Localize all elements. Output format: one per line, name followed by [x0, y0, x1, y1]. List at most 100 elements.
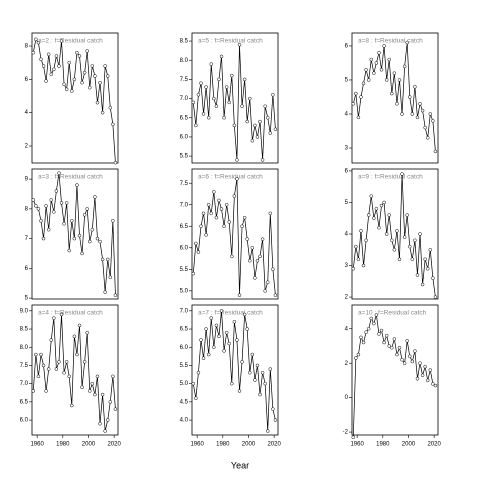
data-point — [402, 361, 407, 365]
data-point — [379, 328, 384, 333]
data-point — [351, 266, 356, 271]
panel: 5.0 5.5 6.0 6.5 7.0 7.5 a=6 : f=Residual catch — [180, 168, 279, 300]
data-point — [100, 110, 105, 115]
data-point — [359, 229, 363, 233]
data-point — [359, 95, 363, 99]
data-point — [39, 219, 43, 223]
data-point — [382, 44, 386, 48]
data-point — [111, 374, 115, 379]
data-point — [88, 389, 92, 393]
x-tick-label: 2000 — [242, 442, 256, 448]
data-point — [67, 248, 71, 253]
data-point — [237, 293, 242, 297]
data-point — [428, 248, 433, 252]
data-point — [230, 73, 234, 78]
data-point — [418, 232, 422, 236]
data-point — [265, 115, 270, 120]
y-tick-label: 6 — [25, 266, 29, 272]
data-point — [90, 227, 95, 232]
data-point — [72, 236, 77, 241]
y-tick-label: 8 — [25, 44, 29, 50]
data-point — [98, 80, 102, 85]
data-point — [253, 276, 257, 280]
y-tick-label: 4 — [345, 326, 349, 332]
data-point — [260, 370, 265, 375]
data-point — [369, 194, 374, 198]
data-point — [390, 345, 394, 350]
data-point — [103, 64, 107, 68]
y-tick-label: 6.5 — [180, 115, 189, 121]
data-point — [93, 74, 97, 78]
data-point — [364, 238, 368, 243]
panel: 3 4 5 6 a=8 : f=Residual catch — [345, 32, 439, 164]
data-point — [242, 312, 247, 317]
data-point — [369, 57, 374, 62]
x-tick-label: 2000 — [82, 442, 96, 448]
data-point — [248, 96, 252, 101]
data-point — [36, 207, 41, 211]
data-point — [420, 282, 425, 287]
data-point — [271, 407, 275, 411]
data-point — [199, 338, 203, 342]
data-point — [219, 54, 224, 59]
data-point — [245, 119, 249, 124]
data-point — [209, 211, 214, 216]
y-tick-label: 7.0 — [180, 96, 189, 102]
panel-frame — [351, 32, 439, 164]
y-tick-label: 6.0 — [180, 135, 189, 141]
data-point — [258, 392, 262, 397]
data-point — [395, 352, 399, 357]
data-point — [392, 71, 397, 75]
data-point — [70, 219, 74, 223]
x-tick-label: 2000 — [402, 442, 416, 448]
data-point — [382, 340, 386, 345]
data-point — [364, 330, 368, 334]
y-tick-label: 8.0 — [20, 345, 29, 351]
data-point — [49, 338, 54, 342]
data-point — [354, 356, 358, 360]
data-point — [49, 198, 54, 202]
data-point — [265, 280, 270, 284]
data-point — [201, 112, 206, 116]
data-point — [199, 224, 203, 229]
data-point — [59, 312, 64, 317]
data-point — [232, 194, 237, 198]
data-point — [85, 207, 89, 211]
x-tick-label: 1980 — [56, 442, 70, 448]
data-point — [258, 119, 262, 124]
panel-frame — [191, 304, 279, 436]
data-point — [253, 378, 257, 382]
data-point — [75, 352, 79, 357]
data-point — [260, 158, 265, 162]
data-point — [425, 266, 430, 271]
data-point — [230, 254, 234, 259]
x-tick-label: 1960 — [350, 442, 364, 448]
data-point — [72, 77, 77, 82]
y-tick-label: 6 — [345, 168, 349, 174]
data-point — [242, 77, 247, 82]
data-point — [222, 115, 226, 120]
data-point — [100, 257, 105, 262]
data-point — [382, 200, 386, 205]
data-point — [82, 360, 87, 364]
data-point — [54, 189, 59, 193]
data-point — [410, 359, 415, 364]
data-point — [387, 57, 391, 62]
data-point — [423, 125, 427, 130]
y-tick-label: 2 — [25, 144, 29, 150]
data-point — [408, 354, 412, 359]
data-point — [103, 290, 107, 294]
data-point — [413, 85, 417, 89]
data-point — [70, 403, 74, 408]
data-point — [44, 204, 48, 208]
data-point — [191, 100, 196, 105]
data-point — [64, 201, 69, 205]
data-point — [227, 220, 231, 224]
y-tick-label: 8.5 — [20, 327, 29, 333]
data-point — [194, 396, 198, 400]
data-point — [214, 104, 219, 108]
data-point — [392, 337, 397, 341]
panel: 4.0 4.5 5.0 5.5 6.0 6.5 7.0 1960 1980 2000 2020 a=7… — [180, 304, 281, 448]
data-point — [46, 367, 51, 371]
panel: 2 4 6 8 a=2 : f=Residual catch — [25, 32, 119, 165]
